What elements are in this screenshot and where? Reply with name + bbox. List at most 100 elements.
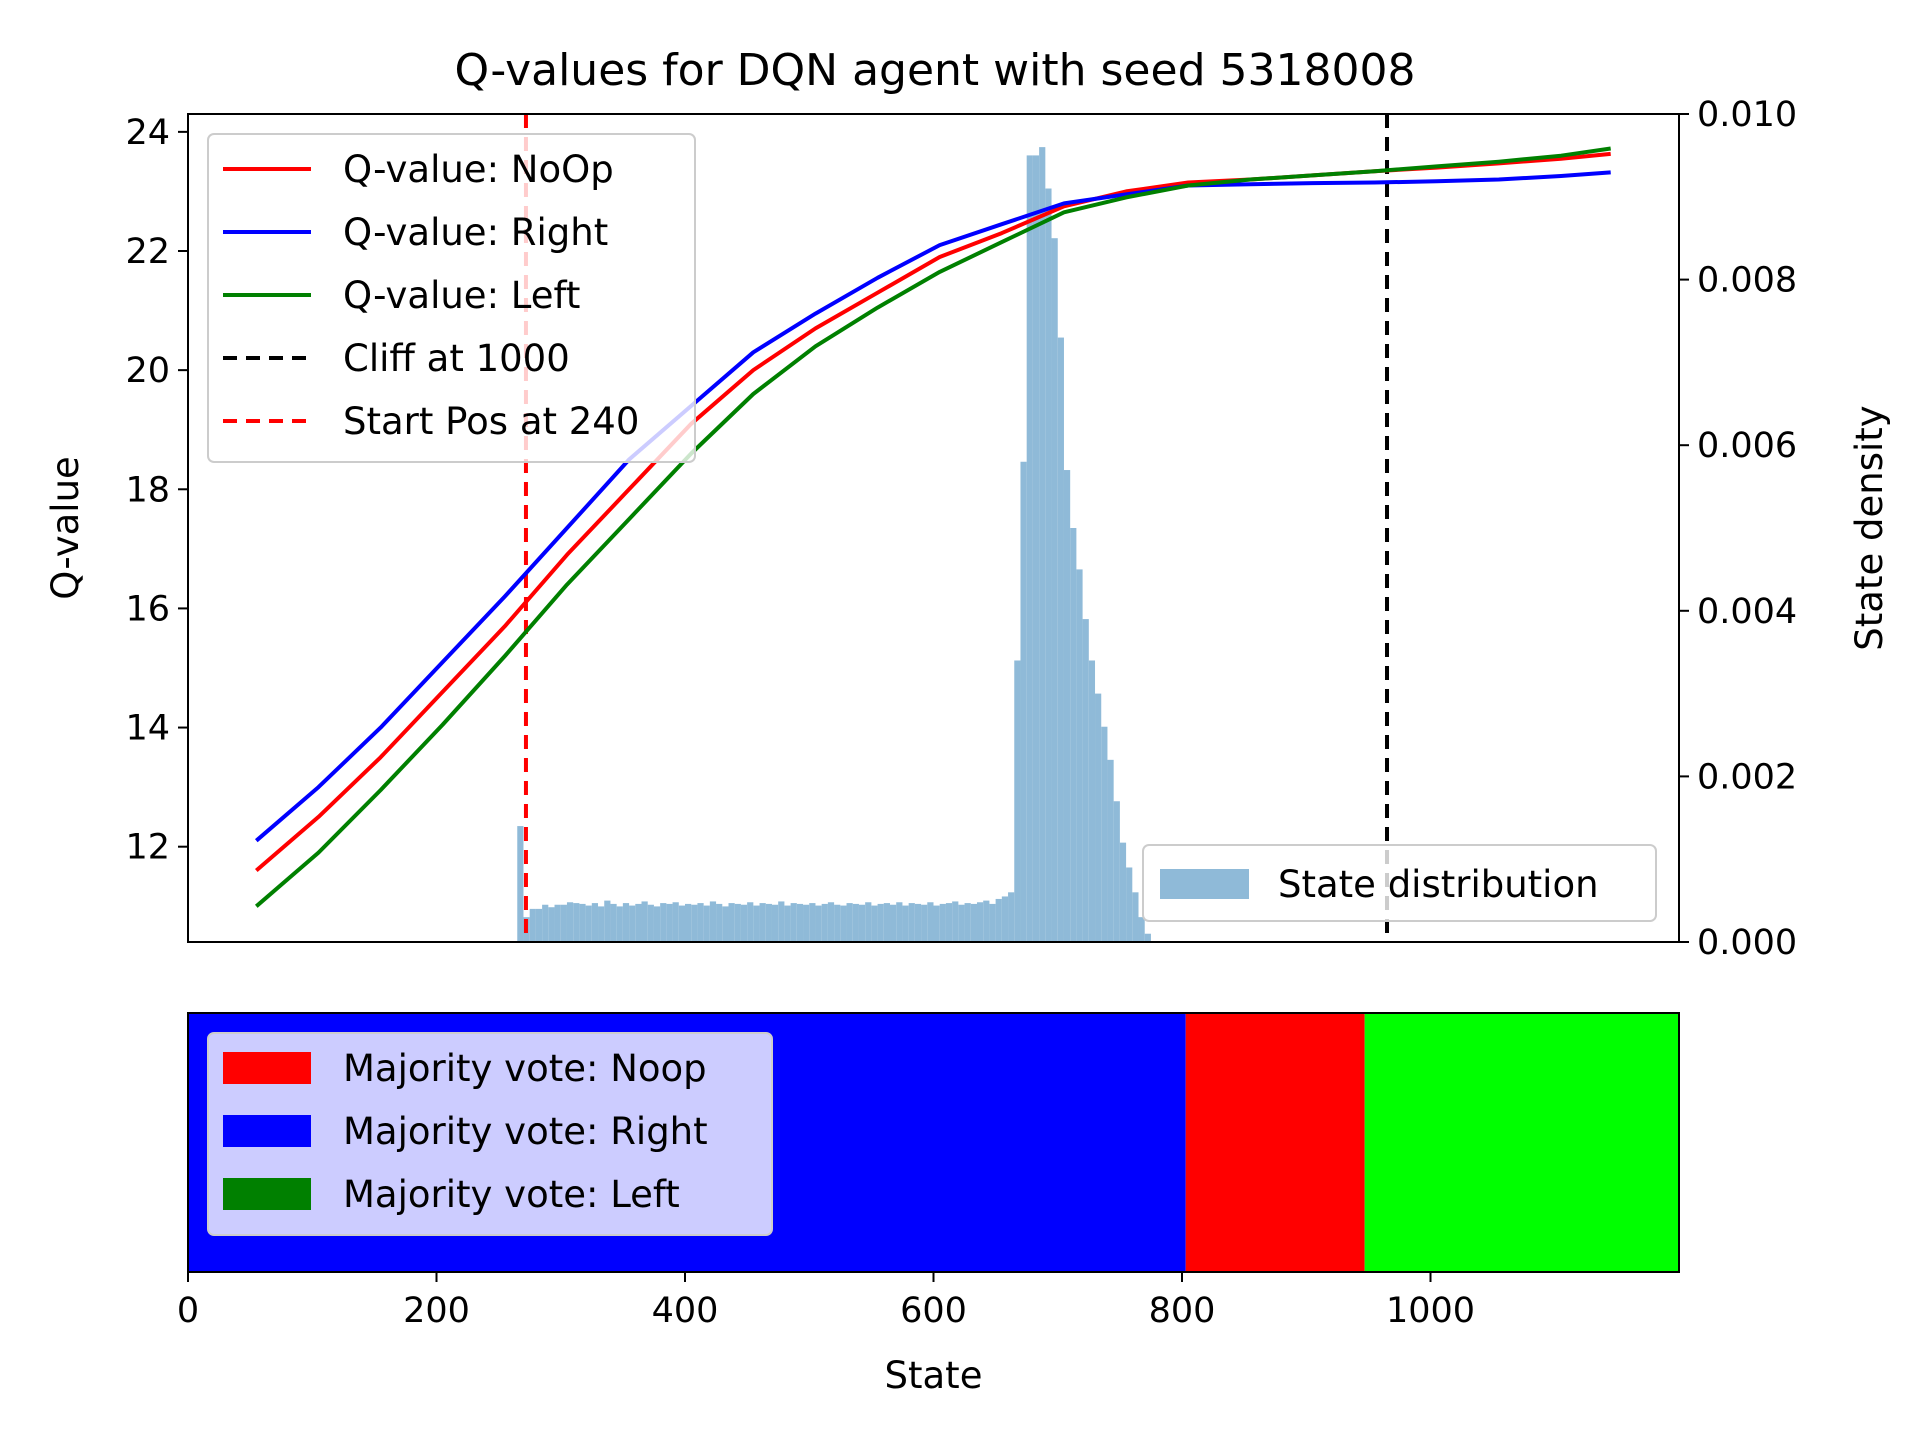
y-tick-label: 24	[125, 113, 170, 153]
histogram-bar	[622, 903, 630, 942]
q-value-legend: Q-value: NoOp Q-value: Right Q-value: Left…	[207, 133, 696, 463]
histogram-bar	[964, 903, 971, 942]
q-value-y-ticks: 12 14 16 18 20 22 24	[125, 113, 188, 868]
histogram-bar	[1107, 759, 1114, 942]
x-axis-label: State	[885, 1354, 983, 1397]
histogram-bar	[529, 908, 536, 942]
histogram-bar	[809, 903, 816, 942]
legend-label: Q-value: Right	[343, 211, 608, 254]
histogram-bar	[722, 906, 729, 942]
histogram-bar	[1144, 933, 1151, 942]
legend-label: Majority vote: Noop	[343, 1047, 707, 1090]
series-line	[254, 170, 1611, 843]
histogram-bar	[554, 904, 561, 942]
histogram-bar	[840, 905, 847, 942]
y-tick-label: 16	[125, 589, 170, 629]
y2-axis-label: State density	[1848, 405, 1891, 650]
state-histogram	[517, 147, 1151, 942]
q-value-axes: 12 14 16 18 20 22 24 0.000 0.002 0.004 0.006 0.008…	[44, 45, 1891, 963]
histogram-bar	[728, 903, 735, 942]
histogram-bar	[952, 901, 959, 942]
histogram-bar	[610, 903, 617, 942]
histogram-bar	[1119, 842, 1127, 942]
histogram-bar	[517, 826, 524, 942]
histogram-bar	[790, 903, 797, 942]
histogram-bar	[685, 903, 692, 942]
histogram-bar	[827, 902, 835, 942]
histogram-bar	[908, 903, 915, 942]
histogram-bar	[784, 905, 791, 942]
histogram-bar	[716, 903, 723, 942]
histogram-bar	[647, 904, 654, 942]
legend-handle	[223, 1052, 311, 1084]
histogram-bar	[740, 904, 748, 942]
histogram-bar	[759, 903, 766, 942]
x-tick-label: 800	[1149, 1291, 1216, 1331]
histogram-bar	[803, 904, 810, 942]
y-tick-label: 18	[125, 470, 170, 510]
histogram-bar	[1126, 867, 1133, 942]
histogram-bar	[939, 903, 946, 942]
histogram-bar	[796, 903, 804, 942]
histogram-bar	[1113, 801, 1120, 942]
x-tick-label: 1000	[1386, 1291, 1475, 1331]
histogram-bar	[747, 902, 754, 942]
histogram-bar	[815, 905, 822, 942]
legend-label: Q-value: NoOp	[343, 148, 614, 191]
legend-box	[207, 133, 696, 463]
histogram-bar	[629, 905, 636, 942]
majority-vote-segment	[1185, 1013, 1365, 1272]
histogram-bar	[579, 903, 586, 942]
state-x-ticks: 0 200 400 600 800 1000	[177, 1272, 1475, 1331]
histogram-bar	[1076, 569, 1083, 942]
histogram-bar	[1138, 917, 1145, 942]
histogram-bar	[1020, 461, 1027, 942]
histogram-bar	[585, 905, 592, 942]
histogram-bar	[753, 905, 760, 942]
histogram-bar	[989, 903, 996, 942]
histogram-bar	[542, 904, 549, 942]
q-value-axes-frame	[187, 113, 1680, 943]
histogram-bar	[535, 908, 543, 942]
histogram-bar	[1057, 337, 1064, 942]
histogram-bar	[995, 898, 1002, 942]
histogram-bar	[765, 903, 772, 942]
histogram-bar	[1132, 892, 1139, 942]
majority-vote-segment	[1364, 1013, 1679, 1272]
histogram-bar	[945, 903, 953, 942]
legend-label: Majority vote: Right	[343, 1110, 708, 1153]
histogram-bar	[1001, 896, 1009, 942]
legend-handle	[223, 1178, 311, 1210]
y-tick-label: 12	[125, 828, 170, 868]
histogram-bar	[691, 904, 698, 942]
histogram-bar	[921, 904, 928, 942]
histogram-bar	[573, 903, 580, 942]
histogram-bar	[1039, 147, 1046, 942]
histogram-bar	[598, 906, 605, 942]
histogram-bar	[666, 903, 673, 942]
histogram-bar	[865, 902, 872, 942]
histogram-bar	[653, 906, 661, 942]
y2-tick-label: 0.004	[1697, 592, 1797, 632]
histogram-bar	[548, 907, 555, 942]
y2-tick-label: 0.010	[1697, 95, 1797, 135]
x-tick-label: 0	[177, 1291, 199, 1331]
histogram-bar	[976, 902, 984, 942]
histogram-bar	[902, 905, 909, 942]
histogram-bar	[616, 906, 623, 942]
majority-vote-axes: 0 200 400 600 800 1000 State Majority vote: N…	[177, 1012, 1680, 1397]
histogram-bar	[890, 904, 897, 942]
histogram-bar	[1051, 238, 1058, 942]
histogram-bar	[871, 905, 878, 942]
histogram-bar	[846, 903, 853, 942]
legend-handle	[223, 1115, 311, 1147]
histogram-bar	[778, 901, 785, 942]
histogram-bar	[1032, 155, 1040, 942]
legend-handle	[1160, 869, 1249, 899]
histogram-bar	[1082, 619, 1089, 942]
histogram-bar	[660, 903, 667, 942]
histogram-bar	[697, 903, 704, 942]
histogram-bar	[591, 903, 599, 942]
histogram-bar	[1101, 726, 1108, 942]
y-axis-label: Q-value	[44, 456, 87, 600]
